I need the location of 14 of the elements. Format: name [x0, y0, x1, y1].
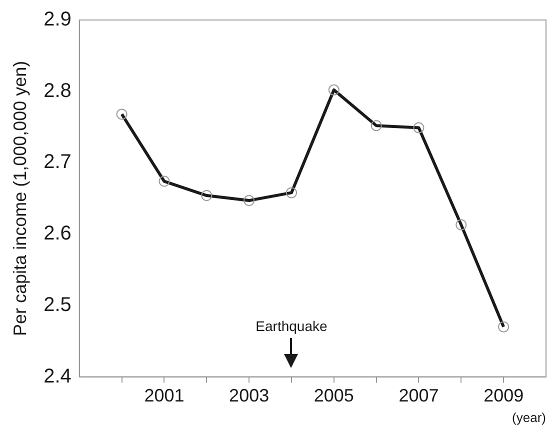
x-tick-label: 2009 — [484, 386, 524, 406]
y-tick-label: 2.8 — [44, 80, 72, 102]
x-tick-label: 2001 — [144, 386, 184, 406]
y-tick-label: 2.7 — [44, 151, 72, 174]
x-axis-title: (year) — [512, 410, 546, 425]
y-tick-label: 2.5 — [44, 294, 72, 316]
y-tick-label: 2.4 — [44, 365, 72, 388]
y-tick-label: 2.9 — [44, 8, 72, 31]
x-tick-label: 2003 — [229, 386, 270, 406]
y-tick-label: 2.6 — [44, 222, 72, 245]
annotation: Earthquake — [256, 318, 328, 334]
x-tick-label: 2005 — [314, 386, 354, 406]
y-axis-title: Per capita income (1,000,000 yen) — [10, 60, 30, 336]
x-tick-label: 2007 — [398, 386, 439, 406]
